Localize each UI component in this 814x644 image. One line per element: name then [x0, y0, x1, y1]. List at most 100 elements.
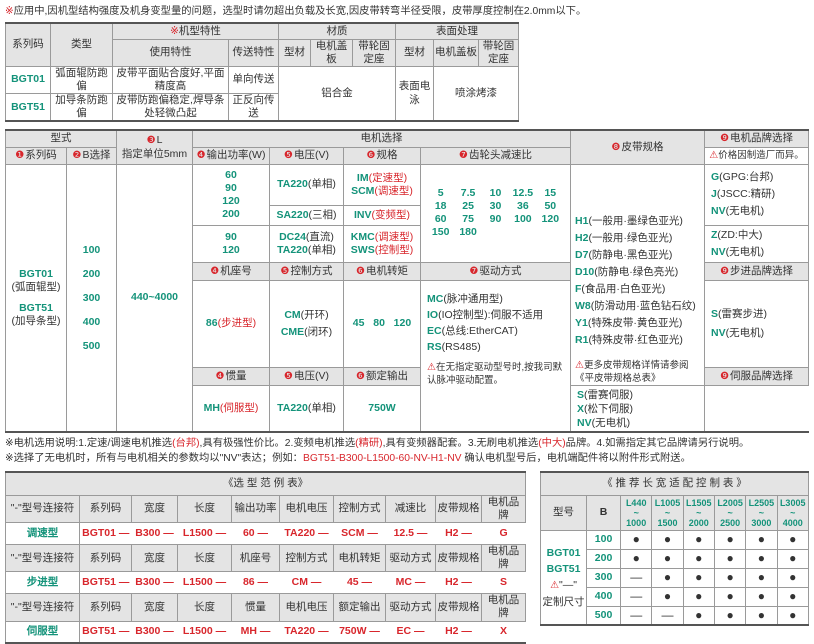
example-title: 《选 型 范 例 表》: [4, 471, 527, 496]
ratio-value: 12.5: [512, 187, 534, 200]
h-servo-brand: ❾伺服品牌选择: [704, 366, 809, 386]
custom-dash: —: [620, 586, 653, 607]
table-row: BGT51 加导条防跑偏 皮带防跑偏稳定,焊导条处轻微凸起 正反向传送: [5, 93, 519, 122]
example-value: H2: [445, 576, 459, 589]
example-value: L1500: [182, 625, 213, 638]
connector-dash: —: [458, 526, 472, 539]
b-values: 100 200 300 400 500: [66, 163, 117, 433]
example-value: 86: [242, 576, 255, 589]
example-header: 宽度: [131, 494, 178, 524]
h-torque: ❻电机转矩: [343, 261, 421, 281]
h-range: L440 ~1000: [620, 494, 653, 531]
h-b: B: [586, 494, 622, 531]
list-item: F(食品用·白色亚光): [575, 282, 666, 295]
example-value: TA220: [284, 625, 316, 638]
custom-dash: —: [620, 605, 653, 626]
spec-b: KMC(调速型) SWS(控制型): [343, 224, 421, 263]
example-header: 皮带规格: [435, 494, 482, 524]
match-row: BGT01 BGT51 ⚠"—" 定制尺寸 100 ● ● ● ● ● ●: [540, 529, 809, 626]
h-l: ❸L 指定单位5mm: [116, 129, 193, 165]
connector-dash: —: [358, 576, 373, 589]
list-item: Y1(特殊皮带·黄色亚光): [575, 316, 683, 329]
example-value: 12.5: [393, 526, 414, 539]
nv-note: ※选择了无电机时，所有与电机相关的参数均以"NV"表达；例如：BGT51-B30…: [5, 453, 691, 465]
list-item: NV(无电机): [577, 416, 631, 429]
h-seat: 带轮固定座: [352, 38, 396, 67]
available-dot: ●: [745, 605, 778, 626]
example-header: "-"型号连接符: [5, 593, 80, 622]
material-value: 铝合金: [278, 65, 396, 122]
example-row: 调速型 BGT01 — B300 — L1500 —60 — TA220 — SCM —1…: [5, 522, 526, 545]
ratio-value: 60: [434, 213, 447, 226]
example-value: MH: [240, 625, 257, 638]
example-value: L1500: [182, 526, 213, 539]
h-volt2: ❺电压(V): [269, 366, 344, 386]
available-dot: ●: [745, 586, 778, 607]
list-item: D10(防静电·绿色亮光): [575, 265, 679, 278]
spec-a1: IM(定速型) SCM(调速型): [343, 163, 421, 206]
example-header: 驱动方式: [385, 543, 436, 573]
example-header: 减速比: [385, 494, 436, 524]
example-header: 惯量: [231, 593, 280, 622]
list-item: S(雷赛步进): [711, 307, 768, 320]
example-row: 步进型 BGT51 — B300 — L1500 —86 — CM —45 — MC — H…: [5, 571, 526, 595]
h-step-brand: ❾步进品牌选择: [704, 261, 809, 281]
available-dot: ●: [682, 567, 715, 588]
example-value: X: [500, 625, 508, 638]
h-frame: ❹机座号: [192, 261, 270, 281]
h-form: 型式: [5, 129, 117, 148]
h-model: 型号: [540, 494, 588, 531]
selection-table: 型式 ❸L 指定单位5mm 电机选择 ❽皮带规格 ❾电机品牌选择 ❶系列码 ❷B选择 ❹输出功…: [5, 129, 809, 433]
connector-dash: —: [307, 576, 322, 589]
warning-icon: ⚠: [427, 361, 436, 373]
ratio-value: 15: [544, 187, 557, 200]
list-item: RS(RS485): [427, 340, 481, 353]
h-range: L1505 ~2000: [682, 494, 715, 531]
ratio-value: 180: [459, 226, 477, 239]
available-dot: ●: [713, 529, 747, 550]
connector-dash: —: [315, 526, 329, 539]
connector-dash: —: [411, 625, 425, 638]
example-table: 《选 型 范 例 表》 "-"型号连接符 系列码 宽度 长度 输出功率 电机电压 控制方式 减速…: [4, 471, 527, 644]
h-use: 使用特性: [112, 38, 229, 67]
h-surface: 表面处理: [395, 22, 519, 40]
ratio-value: 18: [434, 200, 447, 213]
connector-dash: —: [364, 526, 378, 539]
example-header: 系列码: [79, 494, 132, 524]
h-profile: 型材: [278, 38, 311, 67]
model-cell: BGT01 BGT51 ⚠"—" 定制尺寸: [540, 529, 588, 626]
match-title: 《 推 荐 长 宽 适 配 控 制 表 》: [540, 471, 809, 496]
inertia-value: MH(伺服型): [192, 384, 270, 433]
h-material: 材质: [278, 22, 396, 40]
example-value: 45: [346, 576, 359, 589]
list-item: S(雷赛伺服): [577, 388, 634, 401]
available-dot: ●: [682, 529, 715, 550]
example-value: L1500: [182, 576, 213, 589]
example-header: 皮带规格: [435, 593, 482, 622]
example-value: H2: [445, 625, 459, 638]
list-item: W8(防滑动用·蓝色钻石纹): [575, 299, 696, 312]
example-header: 宽度: [131, 593, 178, 622]
example-value: TA220: [284, 526, 316, 539]
top-note: ※应用中,因机型结构强度及机身变型量的问题，选型时请勿超出负载及长宽,因皮带转弯…: [5, 6, 587, 17]
h-power: ❹输出功率(W): [192, 146, 270, 165]
example-header: 控制方式: [279, 543, 334, 573]
example-value: SCM: [341, 526, 365, 539]
example-header: 电机品牌: [480, 593, 527, 622]
h-range: L1005 ~1500: [651, 494, 684, 531]
powers-a: 60 90 120 200: [192, 163, 270, 226]
example-header: 宽度: [131, 543, 178, 573]
h-seat-2: 带轮固定座: [478, 38, 519, 67]
available-dot: ●: [776, 567, 809, 588]
example-value: BGT01: [82, 526, 116, 539]
connector-dash: —: [458, 576, 472, 589]
b-value: 400: [82, 316, 101, 328]
example-value: EC: [396, 625, 412, 638]
available-dot: ●: [745, 529, 778, 550]
example-header: "-"型号连接符: [5, 494, 80, 524]
example-value: MC: [395, 576, 412, 589]
example-value: B300: [135, 625, 161, 638]
available-dot: ●: [651, 586, 684, 607]
list-item: G(GPG:台邦): [711, 171, 774, 184]
h-ratio: ❼齿轮头减速比: [420, 146, 571, 165]
